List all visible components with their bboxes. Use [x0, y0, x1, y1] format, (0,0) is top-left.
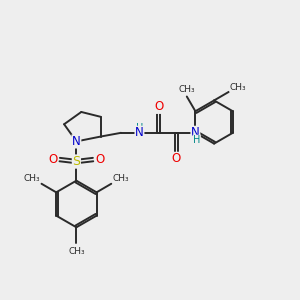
Text: O: O — [154, 100, 163, 113]
Text: CH₃: CH₃ — [68, 247, 85, 256]
Text: CH₃: CH₃ — [178, 85, 195, 94]
Text: O: O — [95, 153, 105, 166]
Text: N: N — [135, 126, 144, 139]
Text: N: N — [191, 126, 200, 139]
Text: CH₃: CH₃ — [112, 174, 129, 183]
Text: H: H — [193, 135, 200, 145]
Text: S: S — [72, 155, 80, 168]
Text: H: H — [136, 123, 143, 134]
Text: CH₃: CH₃ — [24, 174, 40, 183]
Text: O: O — [172, 152, 181, 165]
Text: CH₃: CH₃ — [230, 83, 247, 92]
Text: N: N — [72, 135, 81, 148]
Text: O: O — [48, 153, 58, 166]
